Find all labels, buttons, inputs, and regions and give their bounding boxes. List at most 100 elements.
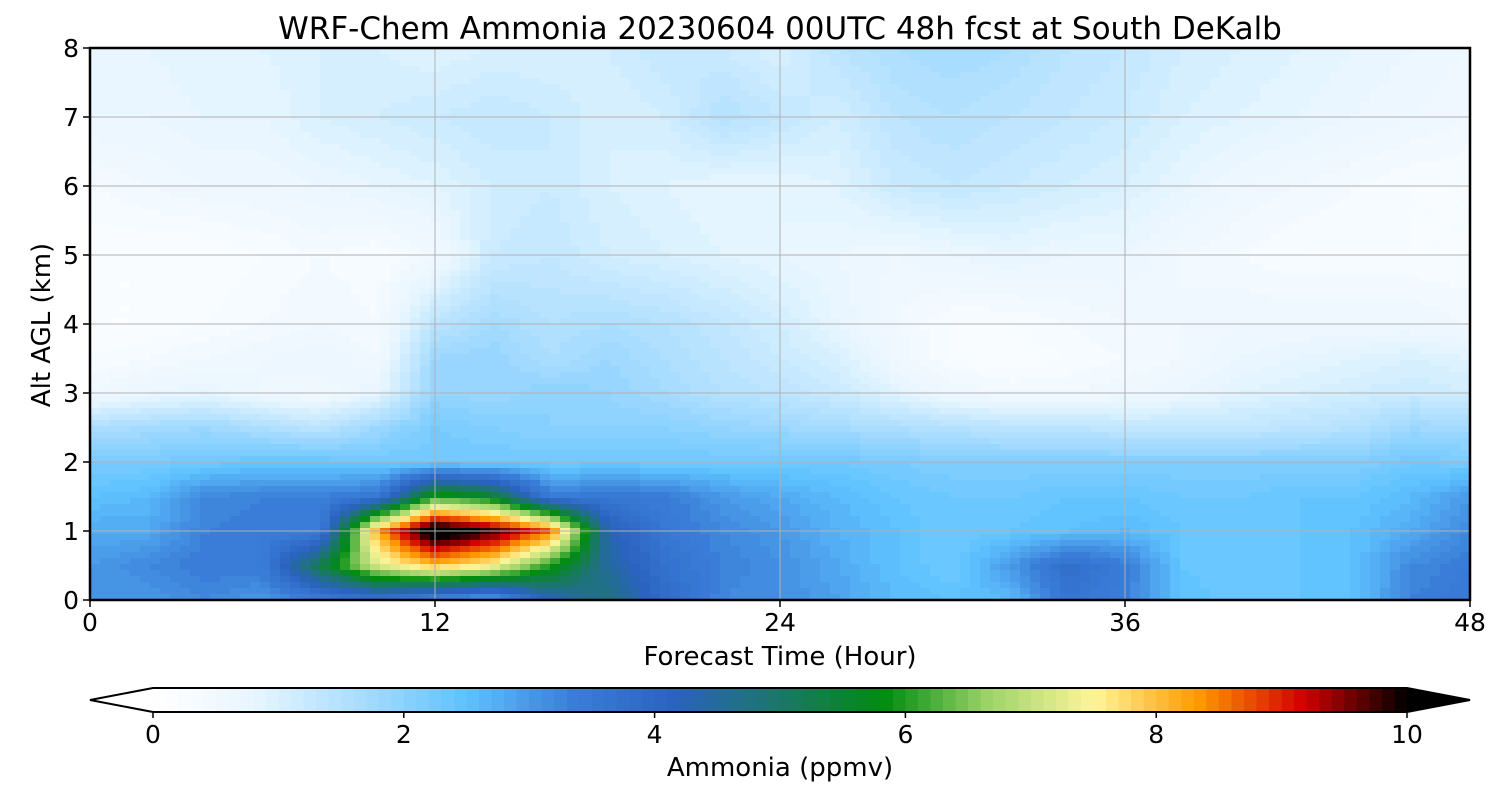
contour-cell bbox=[1200, 186, 1211, 193]
contour-cell bbox=[1150, 120, 1161, 127]
contour-cell bbox=[1070, 108, 1081, 115]
contour-cell bbox=[970, 78, 981, 85]
contour-cell bbox=[1230, 54, 1241, 61]
contour-cell bbox=[610, 96, 621, 103]
contour-cell bbox=[470, 144, 481, 151]
contour-cell bbox=[1430, 174, 1441, 181]
contour-cell bbox=[1060, 174, 1071, 181]
contour-cell bbox=[220, 192, 231, 199]
contour-cell bbox=[820, 132, 831, 139]
contour-cell bbox=[620, 144, 631, 151]
contour-cell bbox=[1410, 222, 1421, 229]
contour-cell bbox=[1260, 228, 1271, 235]
contour-cell bbox=[270, 222, 281, 229]
contour-cell bbox=[380, 204, 391, 211]
contour-cell bbox=[630, 186, 641, 193]
contour-cell bbox=[870, 186, 881, 193]
contour-cell bbox=[870, 180, 881, 187]
contour-cell bbox=[1240, 60, 1251, 67]
contour-cell bbox=[290, 120, 301, 127]
contour-cell bbox=[390, 78, 401, 85]
contour-cell bbox=[310, 78, 321, 85]
contour-cell bbox=[680, 198, 691, 205]
contour-cell bbox=[1010, 198, 1021, 205]
contour-cell bbox=[1230, 108, 1241, 115]
contour-cell bbox=[1460, 102, 1471, 109]
contour-cell bbox=[720, 234, 731, 241]
contour-cell bbox=[1270, 144, 1281, 151]
contour-cell bbox=[490, 228, 501, 235]
contour-cell bbox=[1180, 132, 1191, 139]
contour-cell bbox=[690, 162, 701, 169]
contour-cell bbox=[920, 186, 931, 193]
contour-cell bbox=[440, 90, 451, 97]
contour-cell bbox=[1290, 96, 1301, 103]
contour-cell bbox=[1340, 234, 1351, 241]
contour-cell bbox=[1310, 246, 1321, 253]
contour-cell bbox=[440, 234, 451, 241]
contour-cell bbox=[1400, 150, 1411, 157]
contour-cell bbox=[260, 156, 271, 163]
contour-cell bbox=[950, 60, 961, 67]
contour-cell bbox=[400, 78, 411, 85]
contour-cell bbox=[1050, 48, 1061, 55]
contour-cell bbox=[620, 192, 631, 199]
contour-cell bbox=[260, 102, 271, 109]
contour-cell bbox=[440, 96, 451, 103]
contour-cell bbox=[1360, 84, 1371, 91]
contour-cell bbox=[950, 168, 961, 175]
contour-cell bbox=[260, 186, 271, 193]
contour-cell bbox=[730, 186, 741, 193]
contour-cell bbox=[1380, 96, 1391, 103]
contour-cell bbox=[130, 72, 141, 79]
contour-cell bbox=[1100, 54, 1111, 61]
contour-cell bbox=[1130, 54, 1141, 61]
contour-cell bbox=[100, 180, 111, 187]
contour-cell bbox=[1100, 120, 1111, 127]
contour-cell bbox=[1240, 216, 1251, 223]
contour-cell bbox=[710, 156, 721, 163]
contour-cell bbox=[1160, 150, 1171, 157]
contour-cell bbox=[610, 138, 621, 145]
contour-cell bbox=[410, 48, 421, 55]
contour-cell bbox=[260, 180, 271, 187]
contour-cell bbox=[1360, 234, 1371, 241]
contour-cell bbox=[340, 66, 351, 73]
contour-cell bbox=[760, 78, 771, 85]
contour-cell bbox=[640, 102, 651, 109]
contour-cell bbox=[380, 180, 391, 187]
contour-cell bbox=[1040, 168, 1051, 175]
contour-cell bbox=[1420, 258, 1431, 265]
contour-cell bbox=[1340, 258, 1351, 265]
contour-cell bbox=[290, 132, 301, 139]
contour-cell bbox=[910, 108, 921, 115]
contour-cell bbox=[1440, 132, 1451, 139]
contour-cell bbox=[500, 156, 511, 163]
contour-cell bbox=[1130, 240, 1141, 247]
contour-cell bbox=[210, 90, 221, 97]
contour-cell bbox=[490, 174, 501, 181]
contour-cell bbox=[1200, 174, 1211, 181]
contour-cell bbox=[980, 84, 991, 91]
contour-cell bbox=[450, 66, 461, 73]
contour-cell bbox=[620, 204, 631, 211]
contour-cell bbox=[410, 216, 421, 223]
contour-cell bbox=[1440, 84, 1451, 91]
contour-cell bbox=[320, 120, 331, 127]
contour-cell bbox=[90, 246, 101, 253]
contour-cell bbox=[710, 72, 721, 79]
contour-cell bbox=[1310, 84, 1321, 91]
contour-cell bbox=[1060, 198, 1071, 205]
contour-cell bbox=[490, 66, 501, 73]
contour-cell bbox=[1250, 78, 1261, 85]
contour-cell bbox=[810, 132, 821, 139]
contour-cell bbox=[1000, 108, 1011, 115]
contour-cell bbox=[1310, 234, 1321, 241]
contour-cell bbox=[590, 168, 601, 175]
contour-cell bbox=[990, 204, 1001, 211]
contour-cell bbox=[260, 204, 271, 211]
contour-cell bbox=[1320, 78, 1331, 85]
contour-cell bbox=[360, 120, 371, 127]
contour-cell bbox=[540, 174, 551, 181]
contour-cell bbox=[390, 258, 401, 265]
